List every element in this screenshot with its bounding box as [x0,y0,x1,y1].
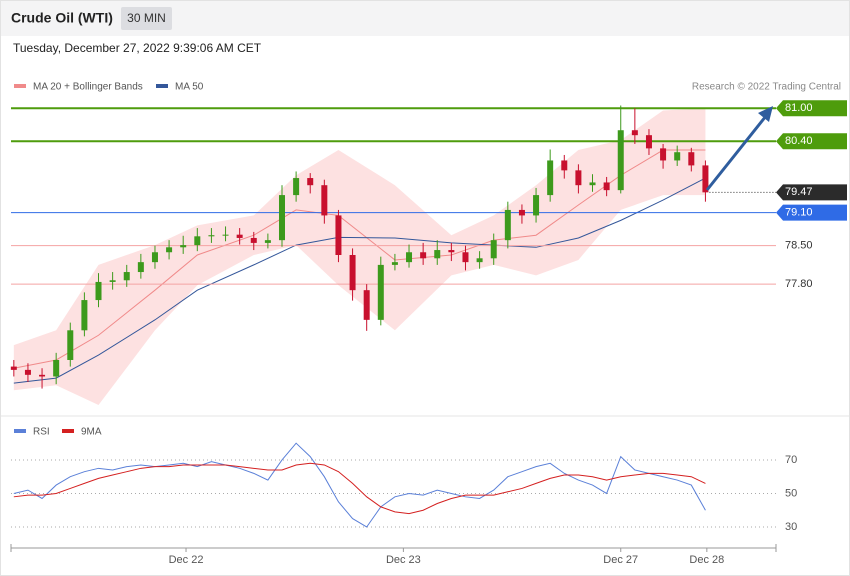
candle-body [137,262,144,273]
candle-body [660,148,667,161]
instrument-title: Crude Oil (WTI) [11,10,113,26]
candle-body [95,281,102,301]
candle-body [420,252,427,259]
level-tag [776,184,847,201]
candle-body [504,209,511,241]
candle-body [24,369,31,375]
x-tick-label: Dec 23 [386,554,421,566]
y-tick-label: 30 [785,521,797,533]
x-tick-label: Dec 27 [603,554,638,566]
candle-body [293,178,300,196]
candle-body [81,300,88,331]
timestamp: Tuesday, December 27, 2022 9:39:06 AM CE… [13,41,262,55]
candle-body [533,195,540,216]
bollinger-band [13,108,706,406]
candle-body [208,235,215,237]
candle-body [476,258,483,263]
candle-body [603,182,610,191]
source-note: Research © 2022 Trading Central [692,82,841,93]
candle-body [363,290,370,320]
legend-swatch [14,429,26,433]
level-label: 81.00 [785,102,813,114]
legend-label: 9MA [81,427,102,438]
forecast-arrow [705,115,768,191]
candle-body [674,152,681,161]
candle-body [321,185,328,216]
legend-swatch [14,84,26,88]
candle-body [589,182,596,186]
x-tick-label: Dec 22 [169,554,204,566]
legend-label: MA 20 + Bollinger Bands [33,82,143,93]
candle-body [547,160,554,196]
candle-body [617,130,624,191]
candle-body [180,245,187,248]
candle-body [53,359,60,377]
y-tick-label: 70 [785,454,797,466]
legend-label: MA 50 [175,82,204,93]
level-label: 78.50 [785,240,813,252]
candle-body [406,252,413,263]
candle-body [151,252,158,263]
candle-body [194,236,201,246]
level-label: 80.40 [785,135,813,147]
level-tag [776,204,847,221]
candle-body [10,366,17,370]
candle-body [67,330,74,360]
candle-body [631,130,638,136]
ma50-line [13,177,706,384]
candle-body [688,152,695,166]
candle-body [518,209,525,216]
candle-body [307,178,314,186]
timeframe[interactable]: 30 MIN [127,11,166,25]
candle-body [250,237,257,243]
forecast-arrow-head [758,106,773,122]
candle-body [702,165,709,193]
x-tick-label: Dec 28 [689,554,724,566]
level-tag [776,100,847,117]
candle-body [448,250,455,253]
price-panel: MA 20 + Bollinger Bands MA 50 Research © 2… [10,82,847,406]
candle-body [39,374,46,377]
candle-body [462,252,469,263]
level-label: 77.80 [785,278,813,290]
candle-body [434,250,441,259]
candle-body [123,272,130,281]
legend-label: RSI [33,427,50,438]
candle-body [166,247,173,253]
rsi-panel: RSI 9MA 30 50 70 Dec 22 Dec 23 Dec 27 Dec 28 [10,427,797,566]
candle-body [278,195,285,241]
candle-body [335,215,342,255]
candle-body [264,240,271,243]
candle-body [391,262,398,265]
level-tag [776,133,847,150]
candle-body [109,280,116,282]
candle-body [561,160,568,171]
rsi-line [13,462,706,515]
candle-body [222,234,229,236]
level-label: 79.47 [785,186,813,198]
timeframe-badge[interactable] [121,7,172,30]
candle-body [490,240,497,259]
level-label: 79.10 [785,207,813,219]
legend-swatch [156,84,168,88]
candle-body [645,135,652,149]
candle-body [349,255,356,291]
y-tick-label: 50 [785,487,797,499]
legend-swatch [62,429,74,433]
candle-body [575,170,582,186]
candle-body [236,234,243,238]
candle-body [377,264,384,320]
rsi-line [13,442,706,528]
